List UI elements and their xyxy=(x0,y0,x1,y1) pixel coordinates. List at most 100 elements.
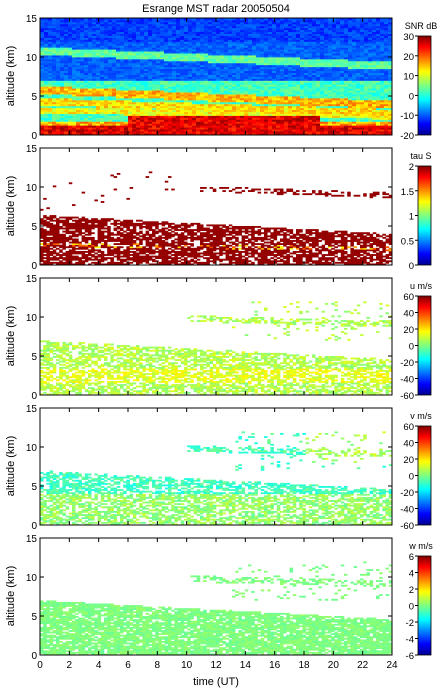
ylabel-v: altitude (km) xyxy=(5,436,17,497)
colorbar-v: -60 -40 -20 0 20 40 60 xyxy=(400,422,432,532)
colorbar-w: -6 -4 -2 0 2 4 6 xyxy=(406,552,432,662)
colorbar-gradient xyxy=(417,295,432,396)
y-tick-label: 10 xyxy=(26,573,38,584)
chart-title: Esrange MST radar 20050504 xyxy=(142,3,290,15)
axes-v: 0 5 10 15 xyxy=(26,404,393,532)
colorbar-tick-label: 20 xyxy=(403,455,414,466)
x-axis-label: time (UT) xyxy=(193,676,239,688)
colorbar-tick-label: 4 xyxy=(409,569,414,580)
colorbar-tick-label: 0 xyxy=(409,261,414,272)
heatmap-v xyxy=(40,431,392,525)
colorbar-tick-label: 0.5 xyxy=(401,236,414,247)
axes-tau: 0 5 10 15 xyxy=(26,144,393,272)
x-tick-label: 4 xyxy=(96,660,102,671)
colorbar-label-tau: tau S xyxy=(410,151,431,161)
colorbar-tick-label: -60 xyxy=(400,521,414,532)
y-tick-label: 0 xyxy=(31,391,37,402)
y-tick-label: 10 xyxy=(26,53,38,64)
heatmap-w xyxy=(40,561,392,655)
colorbar-tick-label: 0 xyxy=(409,602,414,613)
colorbar-tick-label: 20 xyxy=(403,325,414,336)
x-tick-labels: 0 2 4 6 8 10 12 14 16 18 20 22 24 xyxy=(37,660,398,671)
ylabel-w: altitude (km) xyxy=(5,566,17,627)
x-tick-label: 18 xyxy=(298,660,310,671)
x-tick-label: 6 xyxy=(125,660,131,671)
colorbar-u: -60 -40 -20 0 20 40 60 xyxy=(400,292,432,402)
colorbar-tick-label: 40 xyxy=(403,439,414,450)
y-tick-label: 10 xyxy=(26,183,38,194)
colorbar-tick-label: 0 xyxy=(409,91,414,102)
colorbar-label-snr: SNR dB xyxy=(405,21,438,31)
colorbar-gradient xyxy=(417,555,432,656)
colorbar-gradient xyxy=(417,425,432,526)
panel-u: 0 5 10 15 altitude (km) u m/s -60 -40 -20 0 20 4… xyxy=(5,274,432,402)
colorbar-tick-label: -20 xyxy=(400,488,414,499)
y-tick-label: 5 xyxy=(31,612,37,623)
y-tick-label: 15 xyxy=(26,404,38,415)
heatmap-u xyxy=(40,301,392,395)
y-tick-label: 15 xyxy=(26,144,38,155)
x-tick-label: 20 xyxy=(328,660,340,671)
y-tick-label: 10 xyxy=(26,443,38,454)
colorbar-tick-label: -10 xyxy=(400,111,414,122)
colorbar-tick-label: -2 xyxy=(406,618,414,629)
ylabel-snr: altitude (km) xyxy=(5,46,17,107)
colorbar-tick-label: 30 xyxy=(403,32,414,43)
x-tick-label: 12 xyxy=(210,660,222,671)
x-tick-label: 0 xyxy=(37,660,43,671)
axes-u: 0 5 10 15 xyxy=(26,274,393,402)
heatmap-tau xyxy=(40,171,392,265)
colorbar-tick-label: 1 xyxy=(409,212,414,223)
y-tick-label: 5 xyxy=(31,92,37,103)
colorbar-tick-label: -40 xyxy=(400,375,414,386)
colorbar-tick-label: 60 xyxy=(403,292,414,303)
colorbar-tick-label: -20 xyxy=(400,358,414,369)
colorbar-tick-label: -6 xyxy=(406,651,414,662)
colorbar-tick-label: 0 xyxy=(409,472,414,483)
colorbar-tick-label: -4 xyxy=(406,635,414,646)
colorbar-tick-label: 2 xyxy=(409,585,414,596)
colorbar-tick-label: 10 xyxy=(403,72,414,83)
x-tick-label: 10 xyxy=(181,660,193,671)
colorbar-tick-label: 20 xyxy=(403,52,414,63)
panel-w: 0 5 10 15 altitude (km) w m/s -6 -4 -2 0 2 4 6 xyxy=(5,534,433,662)
y-tick-label: 0 xyxy=(31,131,37,142)
x-tick-label: 24 xyxy=(386,660,398,671)
x-tick-label: 14 xyxy=(240,660,252,671)
y-tick-label: 10 xyxy=(26,313,38,324)
x-tick-label: 16 xyxy=(269,660,281,671)
ylabel-u: altitude (km) xyxy=(5,306,17,367)
y-tick-label: 15 xyxy=(26,14,38,25)
colorbar-label-v: v m/s xyxy=(410,411,432,421)
x-tick-label: 2 xyxy=(67,660,73,671)
colorbar-label-w: w m/s xyxy=(408,541,433,551)
colorbar-tick-label: 1.5 xyxy=(401,187,414,198)
colorbar-label-u: u m/s xyxy=(410,281,433,291)
colorbar-tick-label: 6 xyxy=(409,552,414,563)
x-tick-label: 8 xyxy=(155,660,161,671)
heatmap-snr xyxy=(40,18,392,135)
y-tick-label: 0 xyxy=(31,521,37,532)
colorbar-tick-label: -40 xyxy=(400,505,414,516)
colorbar-tick-label: 60 xyxy=(403,422,414,433)
colorbar-tick-label: 2 xyxy=(409,162,414,173)
axes-snr: 0 5 10 15 xyxy=(26,14,393,142)
colorbar-snr: -20 -10 0 10 20 30 xyxy=(400,32,432,142)
y-tick-label: 15 xyxy=(26,274,38,285)
ylabel-tau: altitude (km) xyxy=(5,176,17,237)
y-tick-label: 0 xyxy=(31,651,37,662)
x-tick-label: 22 xyxy=(357,660,369,671)
y-tick-label: 5 xyxy=(31,222,37,233)
y-tick-label: 0 xyxy=(31,261,37,272)
colorbar-tick-label: 40 xyxy=(403,309,414,320)
panel-v: 0 5 10 15 altitude (km) v m/s -60 -40 -20 0 20 4… xyxy=(5,404,432,532)
y-tick-label: 15 xyxy=(26,534,38,545)
colorbar-gradient xyxy=(417,165,432,266)
axes-w: 0 5 10 15 xyxy=(26,534,393,662)
panel-snr: 0 5 10 15 altitude (km) SNR dB -20 -10 0 10 20 3… xyxy=(5,14,437,142)
colorbar-gradient xyxy=(417,35,432,136)
colorbar-tick-label: 0 xyxy=(409,342,414,353)
colorbar-tau: 0 0.5 1 1.5 2 xyxy=(401,162,432,272)
colorbar-tick-label: -20 xyxy=(400,131,414,142)
